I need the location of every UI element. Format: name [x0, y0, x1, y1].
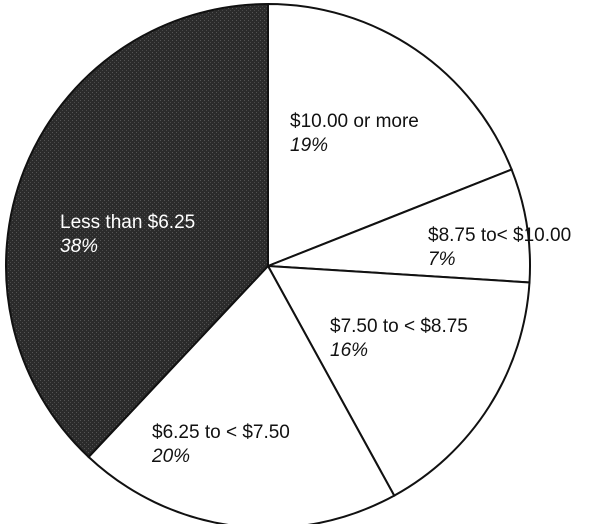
slice-label-5: Less than $6.25	[60, 212, 195, 233]
pie-slice-2	[267, 168, 531, 284]
slice-label-1: $10.00 or more	[290, 111, 419, 132]
slice-label-2: $8.75 to< $10.00	[428, 225, 571, 246]
pie-slice-4	[87, 264, 396, 524]
pie-slice-5	[5, 2, 269, 459]
slice-label-3: $7.50 to < $8.75	[330, 316, 468, 337]
slice-percent-3: 16%	[330, 340, 368, 361]
pie-slice-1	[267, 2, 513, 268]
slice-label-4: $6.25 to < $7.50	[152, 422, 290, 443]
slice-percent-4: 20%	[151, 446, 190, 467]
pie-slice-3	[266, 264, 531, 497]
slice-percent-1: 19%	[290, 135, 328, 156]
slice-percent-5: 38%	[60, 236, 98, 257]
slice-percent-2: 7%	[428, 249, 456, 270]
